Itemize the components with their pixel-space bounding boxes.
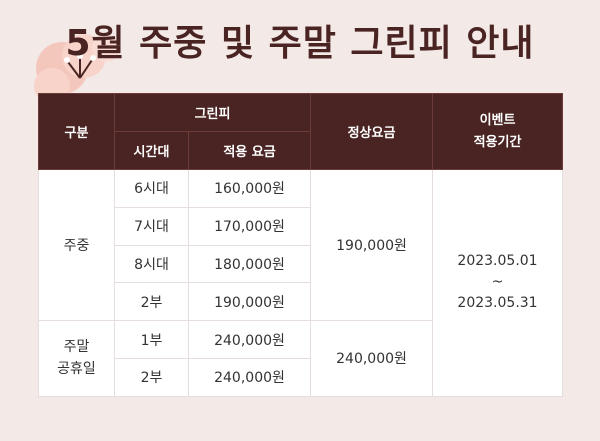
timeslot-cell: 2부 xyxy=(114,357,189,397)
table-row: 7시대 170,000원 xyxy=(39,206,563,246)
applied-fee-cell: 160,000원 xyxy=(187,169,312,208)
event-separator: ~ xyxy=(491,274,504,291)
weekend-label-line2: 공휴일 xyxy=(57,361,96,378)
header-event-line1: 이벤트 xyxy=(479,112,516,128)
weekday-label: 주중 xyxy=(38,168,115,322)
table-row: 2부 190,000원 xyxy=(39,282,563,322)
event-end-date: 2023.05.31 xyxy=(457,295,538,312)
timeslot-cell: 7시대 xyxy=(114,206,189,246)
header-regular-fee: 정상요금 xyxy=(310,93,434,170)
page-title: 5월 주중 및 주말 그린피 안내 xyxy=(65,23,535,64)
header-greenfee: 그린피 xyxy=(113,93,312,132)
timeslot-cell: 1부 xyxy=(114,320,189,359)
applied-fee-cell: 240,000원 xyxy=(187,320,312,359)
weekend-label: 주말 공휴일 xyxy=(38,320,115,397)
event-period-cell: 2023.05.01 ~ 2023.05.31 xyxy=(432,169,564,397)
greenfee-table: 구분 그린피 정상요금 이벤트 적용기간 시간대 적용 요금 주중 6시대 16… xyxy=(38,93,564,397)
table-row: 주말 공휴일 1부 240,000원 240,000원 xyxy=(38,320,563,397)
table-row: 주중 6시대 160,000원 190,000원 2023.05.01 ~ 20… xyxy=(38,168,564,397)
applied-fee-cell: 170,000원 xyxy=(187,206,312,246)
timeslot-cell: 8시대 xyxy=(114,244,189,284)
header-event-period: 이벤트 적용기간 xyxy=(432,93,564,170)
applied-fee-cell: 240,000원 xyxy=(187,357,312,397)
timeslot-cell: 2부 xyxy=(114,282,189,322)
header-timeslot: 시간대 xyxy=(114,131,189,170)
header-applied-fee: 적용 요금 xyxy=(187,131,312,170)
timeslot-cell: 6시대 xyxy=(114,169,189,208)
table-row: 8시대 180,000원 xyxy=(39,244,563,284)
header-category: 구분 xyxy=(38,93,115,170)
weekday-regular-fee: 190,000원 xyxy=(310,168,434,322)
applied-fee-cell: 190,000원 xyxy=(187,282,312,322)
header-event-line2: 적용기간 xyxy=(473,134,522,150)
applied-fee-cell: 180,000원 xyxy=(187,244,312,284)
table-subheader-row: 시간대 적용 요금 xyxy=(39,131,563,170)
table-header-row: 구분 그린피 정상요금 이벤트 적용기간 xyxy=(38,93,564,170)
event-start-date: 2023.05.01 xyxy=(457,253,538,270)
weekend-label-line1: 주말 xyxy=(63,339,90,356)
weekend-regular-fee: 240,000원 xyxy=(310,320,434,397)
table-row: 2부 240,000원 xyxy=(39,357,563,397)
